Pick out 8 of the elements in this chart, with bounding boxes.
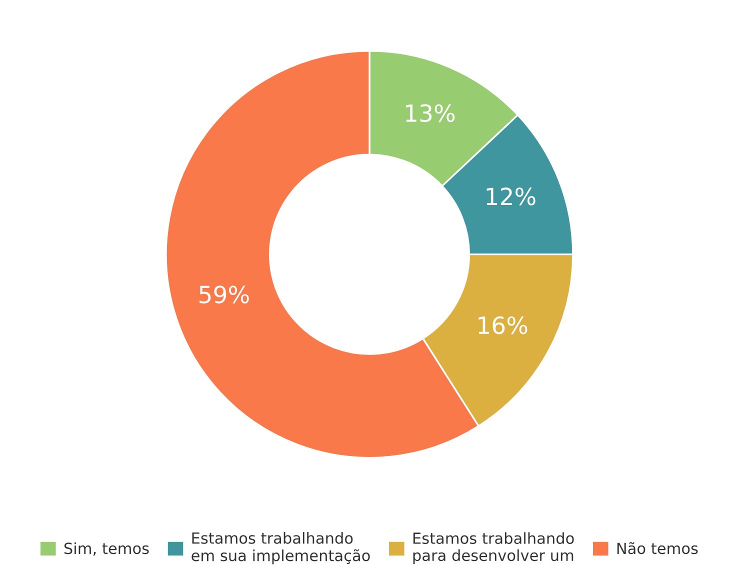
legend-label: Não temos xyxy=(617,542,698,554)
legend-label: Estamos trabalhando para desenvolver um xyxy=(413,532,574,564)
legend-label: Sim, temos xyxy=(64,542,149,556)
data-label: 16% xyxy=(478,316,528,334)
legend-label: Estamos trabalhando em sua implementação xyxy=(192,532,370,564)
data-label: 59% xyxy=(200,286,249,304)
data-label: 13% xyxy=(406,104,455,122)
data-label: 12% xyxy=(486,188,536,206)
